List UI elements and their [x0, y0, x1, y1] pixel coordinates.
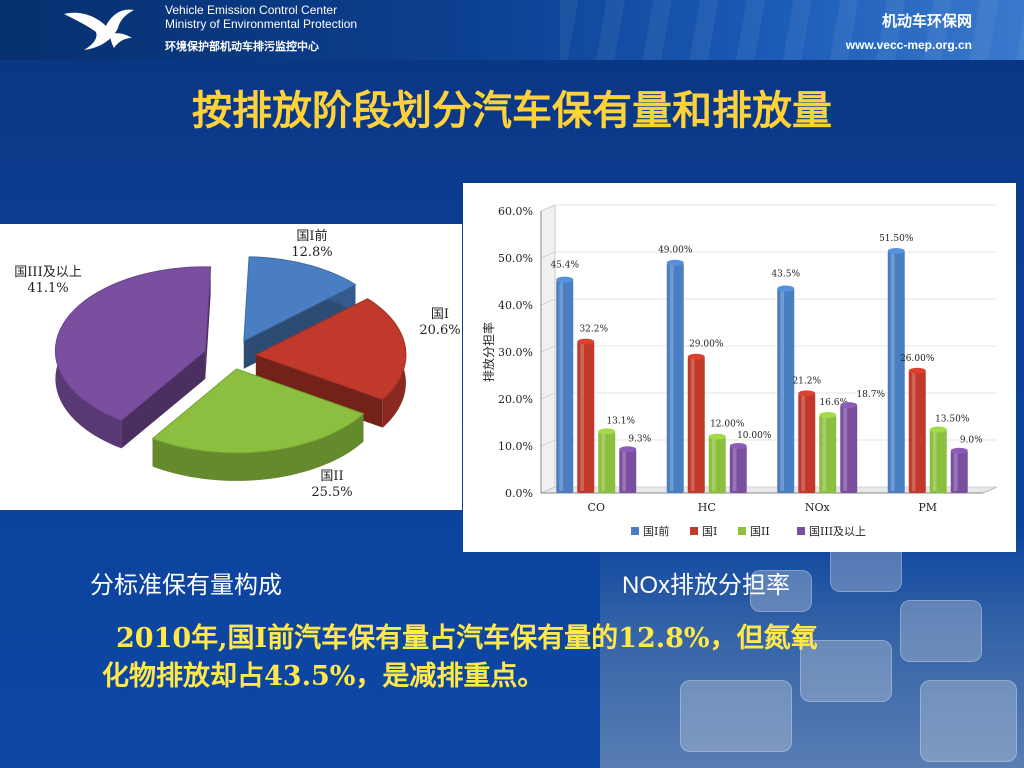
- highlight-note: 2010年,国I前汽车保有量占汽车保有量的12.8%，但氮氧 化物排放却占43.…: [102, 620, 982, 696]
- bar-HC-4: [729, 443, 747, 493]
- bar-value-label: 9.3%: [628, 434, 651, 444]
- pie-value-2: 20.6%: [419, 323, 460, 338]
- y-gridline: [540, 392, 556, 400]
- legend-item-4: 国III及以上: [797, 525, 866, 538]
- org-name-en-line1: Vehicle Emission Control Center: [165, 3, 338, 17]
- caption-left: 分标准保有量构成: [90, 571, 282, 599]
- y-tick-label: 0.0%: [505, 487, 533, 500]
- bar-CO-4: [619, 446, 637, 493]
- pie-value-3: 25.5%: [311, 485, 352, 500]
- pie-slice-3: [151, 368, 365, 481]
- background-traffic-photo: [600, 530, 1024, 768]
- y-tick-label: 30.0%: [498, 346, 533, 359]
- legend-item-1: 国I前: [631, 524, 669, 538]
- legend-item-2: 国I: [690, 525, 717, 538]
- bar-HC-3: [708, 433, 726, 493]
- y-gridline: [540, 486, 556, 494]
- y-gridline: [540, 345, 556, 353]
- bar-value-label: 18.7%: [856, 390, 885, 400]
- pie-value-1: 12.8%: [291, 245, 332, 260]
- bar-NOx-2: [798, 390, 816, 493]
- bar-value-label: 26.00%: [900, 354, 935, 364]
- pie-label-3: 国II: [320, 469, 343, 484]
- pie-label-2: 国I: [431, 307, 449, 322]
- pie-label-1: 国I前: [296, 228, 327, 244]
- y-axis-label: 排放分担率: [481, 322, 496, 382]
- note-line-1: 2010年,国I前汽车保有量占汽车保有量的12.8%，但氮氧: [116, 623, 818, 654]
- x-tick-label: NOx: [805, 501, 831, 514]
- y-tick-label: 60.0%: [498, 205, 533, 218]
- slide-title: 按排放阶段划分汽车保有量和排放量: [192, 87, 832, 134]
- bar-value-label: 29.00%: [689, 340, 724, 350]
- site-url: www.vecc-mep.org.cn: [845, 38, 972, 52]
- pie-value-4: 41.1%: [27, 281, 68, 296]
- bar-value-label: 16.6%: [819, 398, 848, 408]
- bar-value-label: 10.00%: [737, 431, 772, 441]
- bar-NOx-4: [840, 402, 858, 493]
- bar-value-label: 32.2%: [579, 325, 608, 335]
- bar-HC-1: [666, 259, 684, 493]
- y-tick-label: 10.0%: [498, 440, 533, 453]
- bar-PM-2: [908, 367, 926, 493]
- legend-item-3: 国II: [738, 525, 770, 538]
- x-tick-label: CO: [588, 501, 605, 514]
- pie-chart-panel: 国I前 12.8% 国I 20.6% 国II 25.5% 国III及以上 41.1%: [0, 224, 462, 510]
- bar-value-label: 51.50%: [879, 234, 914, 244]
- bar-PM-3: [929, 426, 947, 493]
- bar-CO-3: [598, 428, 616, 493]
- header-banner: Vehicle Emission Control Center Ministry…: [0, 0, 1024, 60]
- caption-right: NOx排放分担率: [622, 572, 790, 599]
- x-tick-label: HC: [698, 501, 716, 514]
- bar-value-label: 49.00%: [658, 246, 693, 256]
- bar-NOx-3: [819, 411, 837, 493]
- y-gridline: [540, 298, 556, 306]
- bar-chart-panel: 0.0% 10.0% 20.0% 30.0% 40.0% 50.0% 60.0% 排放分担率 4…: [463, 183, 1016, 552]
- bar-value-label: 13.1%: [606, 416, 635, 426]
- svg-text:国I前: 国I前: [643, 524, 669, 538]
- bar-PM-1: [887, 247, 905, 493]
- site-name: 机动车环保网: [881, 12, 972, 30]
- svg-text:国III及以上: 国III及以上: [809, 525, 866, 538]
- bar-PM-4: [950, 447, 968, 493]
- bar-value-label: 45.4%: [550, 261, 579, 271]
- org-name-cn: 环境保护部机动车排污监控中心: [165, 40, 319, 53]
- y-tick-label: 50.0%: [498, 252, 533, 265]
- swan-logo-icon: [64, 9, 134, 50]
- pie-slice-4: [54, 266, 212, 449]
- bar-value-label: 21.2%: [792, 376, 821, 386]
- bar-CO-1: [556, 276, 574, 493]
- y-gridline: [540, 251, 556, 259]
- pie-label-4: 国III及以上: [14, 265, 81, 280]
- y-tick-label: 20.0%: [498, 393, 533, 406]
- x-tick-label: PM: [918, 501, 937, 514]
- bar-value-label: 43.5%: [771, 270, 800, 280]
- bar-CO-2: [577, 338, 595, 493]
- bar-value-label: 12.00%: [710, 420, 745, 430]
- header-decoration: [560, 0, 1024, 60]
- bar-value-label: 9.0%: [960, 436, 983, 446]
- pie-slice-2: [254, 298, 407, 428]
- bar-NOx-1: [777, 285, 795, 493]
- y-gridline: [540, 204, 556, 212]
- bar-chart: 0.0% 10.0% 20.0% 30.0% 40.0% 50.0% 60.0% 排放分担率 4…: [481, 204, 998, 538]
- svg-text:国I: 国I: [702, 525, 717, 538]
- y-gridline: [540, 439, 556, 447]
- svg-text:国II: 国II: [750, 525, 770, 538]
- bar-value-label: 13.50%: [935, 415, 970, 425]
- y-tick-label: 40.0%: [498, 299, 533, 312]
- bar-HC-2: [687, 353, 705, 493]
- org-name-en-line2: Ministry of Environmental Protection: [165, 17, 358, 31]
- note-line-2: 化物排放却占43.5%，是减排重点。: [102, 661, 545, 692]
